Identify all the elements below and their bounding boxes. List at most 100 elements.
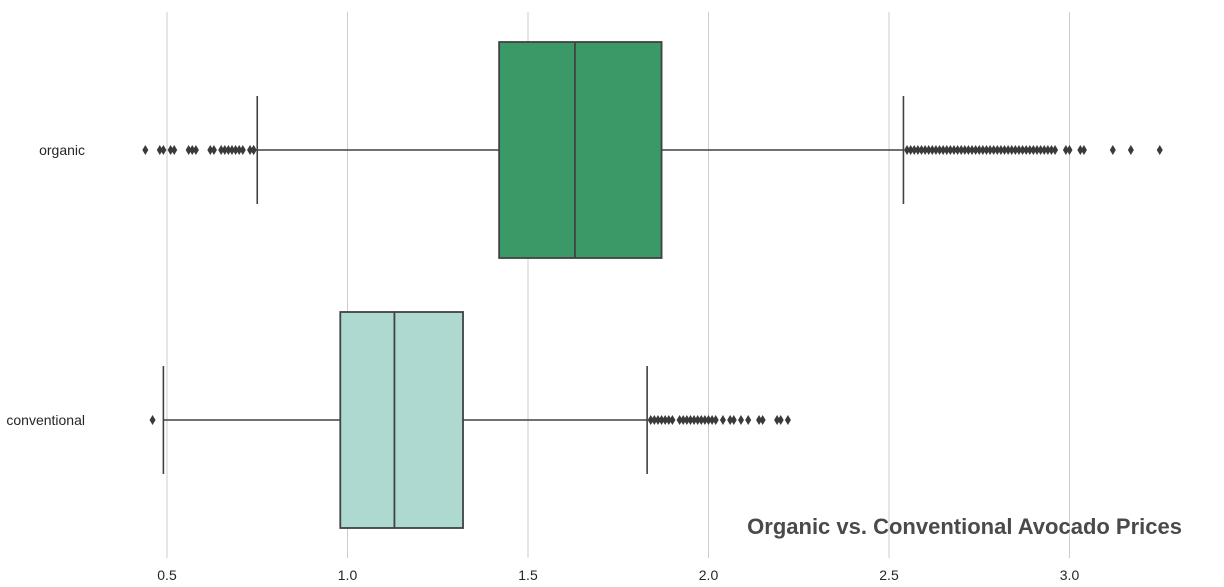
outlier-point xyxy=(232,145,239,155)
outlier-point xyxy=(727,415,734,425)
outlier-point xyxy=(997,145,1004,155)
outlier-point xyxy=(987,145,994,155)
outlier-point xyxy=(904,145,911,155)
outlier-point xyxy=(777,415,784,425)
outlier-point xyxy=(1005,145,1012,155)
outlier-point xyxy=(990,145,997,155)
outlier-point xyxy=(654,415,661,425)
outlier-point xyxy=(954,145,961,155)
outlier-point xyxy=(701,415,708,425)
outlier-point xyxy=(1023,145,1030,155)
outlier-point xyxy=(1001,145,1008,155)
outlier-point xyxy=(658,415,665,425)
iqr-box xyxy=(339,311,464,529)
outlier-point xyxy=(210,145,217,155)
outlier-point xyxy=(979,145,986,155)
outlier-point xyxy=(958,145,965,155)
outlier-point xyxy=(1156,145,1163,155)
outlier-point xyxy=(1077,145,1084,155)
outlier-point xyxy=(1048,145,1055,155)
outlier-point xyxy=(774,415,781,425)
outlier-point xyxy=(932,145,939,155)
outlier-point xyxy=(929,145,936,155)
outlier-point xyxy=(983,145,990,155)
iqr-box xyxy=(498,41,663,259)
outlier-point xyxy=(207,145,214,155)
chart-title: Organic vs. Conventional Avocado Prices xyxy=(747,514,1182,539)
outlier-point xyxy=(1109,145,1116,155)
category-labels: organic conventional xyxy=(6,142,85,428)
box-plots xyxy=(142,41,1163,529)
outlier-point xyxy=(737,415,744,425)
outlier-point xyxy=(972,145,979,155)
outlier-point xyxy=(1015,145,1022,155)
outlier-point xyxy=(247,145,254,155)
x-tick-label: 2.0 xyxy=(699,567,719,583)
outlier-point xyxy=(1044,145,1051,155)
outlier-point xyxy=(167,145,174,155)
outlier-point xyxy=(228,145,235,155)
outlier-point xyxy=(687,415,694,425)
outlier-point xyxy=(669,415,676,425)
outlier-point xyxy=(1052,145,1059,155)
outlier-point xyxy=(969,145,976,155)
outlier-point xyxy=(719,415,726,425)
outlier-point xyxy=(994,145,1001,155)
outlier-point xyxy=(680,415,687,425)
outlier-point xyxy=(647,415,654,425)
outlier-point xyxy=(189,145,196,155)
outlier-point xyxy=(709,415,716,425)
outlier-point xyxy=(1041,145,1048,155)
outlier-point xyxy=(236,145,243,155)
outlier-point xyxy=(756,415,763,425)
x-axis-ticks: 0.5 1.0 1.5 2.0 2.5 3.0 xyxy=(157,567,1079,583)
outlier-point xyxy=(907,145,914,155)
outlier-point xyxy=(1127,145,1134,155)
outlier-point xyxy=(784,415,791,425)
outlier-point xyxy=(976,145,983,155)
outlier-point xyxy=(925,145,932,155)
x-tick-label: 3.0 xyxy=(1060,567,1080,583)
outlier-point xyxy=(239,145,246,155)
outlier-point xyxy=(698,415,705,425)
outlier-point xyxy=(759,415,766,425)
outlier-point xyxy=(160,145,167,155)
x-tick-label: 0.5 xyxy=(157,567,177,583)
outlier-point xyxy=(922,145,929,155)
outlier-point xyxy=(1026,145,1033,155)
x-tick-label: 2.5 xyxy=(879,567,899,583)
boxplot-organic xyxy=(142,41,1163,259)
outlier-point xyxy=(914,145,921,155)
outlier-point xyxy=(192,145,199,155)
outlier-point xyxy=(1080,145,1087,155)
outlier-point xyxy=(694,415,701,425)
outlier-point xyxy=(911,145,918,155)
outlier-point xyxy=(142,145,149,155)
outlier-point xyxy=(1062,145,1069,155)
outlier-point xyxy=(936,145,943,155)
outlier-point xyxy=(149,415,156,425)
outlier-point xyxy=(1037,145,1044,155)
outlier-point xyxy=(918,145,925,155)
outlier-point xyxy=(171,145,178,155)
outlier-point xyxy=(218,145,225,155)
x-tick-label: 1.5 xyxy=(518,567,538,583)
x-tick-label: 1.0 xyxy=(338,567,358,583)
outlier-point xyxy=(665,415,672,425)
outlier-point xyxy=(943,145,950,155)
outlier-point xyxy=(1030,145,1037,155)
outlier-point xyxy=(1066,145,1073,155)
boxplot-conventional xyxy=(149,311,791,529)
outlier-point xyxy=(940,145,947,155)
outlier-point xyxy=(651,415,658,425)
outlier-point xyxy=(662,415,669,425)
outlier-point xyxy=(676,415,683,425)
outlier-point xyxy=(221,145,228,155)
outlier-point xyxy=(961,145,968,155)
category-label-organic: organic xyxy=(39,142,85,158)
outlier-point xyxy=(712,415,719,425)
outlier-point xyxy=(185,145,192,155)
outlier-point xyxy=(947,145,954,155)
outlier-point xyxy=(225,145,232,155)
